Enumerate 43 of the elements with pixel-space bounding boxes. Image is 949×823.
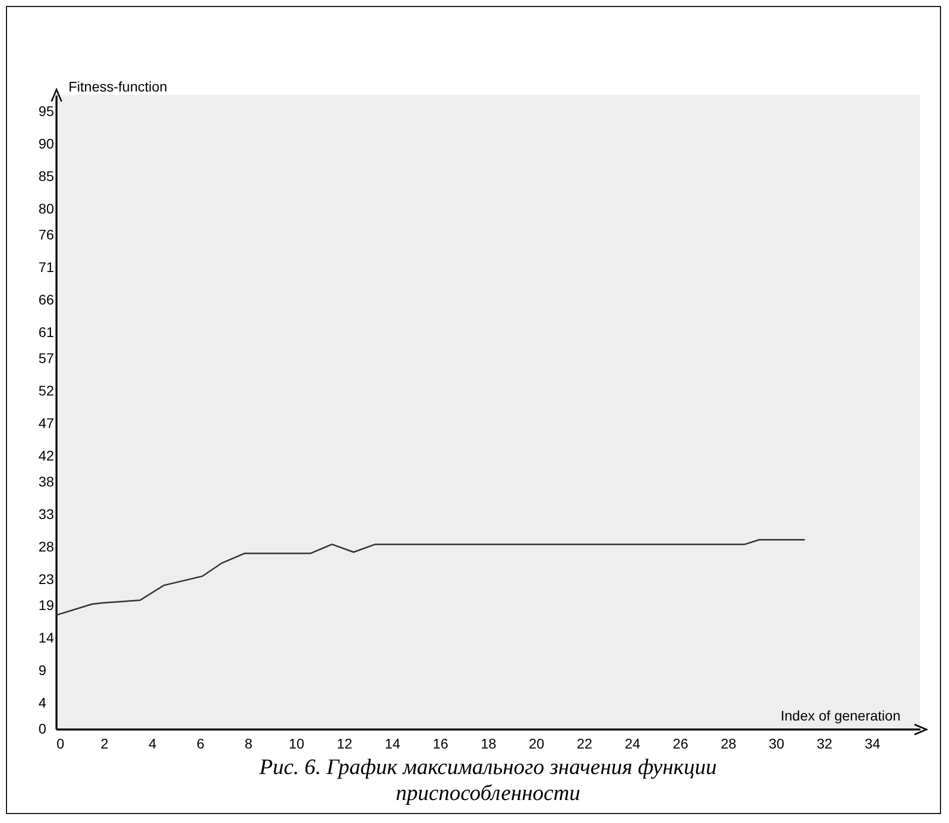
y-tick-label: 61 [38, 324, 54, 340]
x-tick-label: 34 [864, 736, 880, 752]
y-axis-title: Fitness-function [68, 78, 168, 94]
x-tick-label: 2 [100, 736, 109, 752]
x-tick-label: 18 [480, 736, 496, 752]
x-tick-label: 6 [196, 736, 205, 752]
x-tick-label: 20 [528, 736, 544, 752]
y-tick-label: 14 [38, 629, 54, 646]
y-tick-label: 80 [38, 200, 54, 216]
y-tick-label: 19 [38, 596, 54, 613]
x-tick-label: 24 [624, 736, 640, 752]
x-tick-label: 30 [768, 736, 784, 752]
y-tick-label: 9 [38, 662, 46, 678]
y-tick-label: 33 [38, 506, 54, 522]
x-tick-label: 10 [288, 736, 304, 752]
x-tick-label: 26 [672, 736, 688, 752]
x-tick-label: 14 [384, 736, 400, 752]
y-tick-label: 76 [38, 226, 54, 242]
y-tick-label: 4 [38, 694, 46, 710]
x-tick-label: 12 [336, 736, 352, 752]
y-tick-label: 0 [38, 720, 46, 736]
y-tick-label: 47 [38, 414, 54, 431]
y-tick-label: 90 [38, 135, 54, 152]
x-tick-label: 32 [816, 736, 832, 752]
y-tick-label: 71 [38, 258, 54, 275]
x-tick-label: 16 [432, 736, 448, 752]
x-axis-title: Index of generation [780, 708, 900, 724]
y-tick-label: 66 [38, 291, 54, 308]
x-tick-label: 22 [576, 736, 592, 752]
y-tick-label: 57 [38, 350, 54, 366]
x-tick-label: 28 [720, 736, 736, 752]
y-tick-label: 52 [38, 382, 54, 398]
line-series [55, 539, 806, 616]
text: Рис. 6. График максимального значения функции приспособленности [258, 754, 717, 805]
y-tick-label: 23 [38, 570, 54, 587]
y-tick-label: 38 [38, 473, 54, 490]
y-tick-label: 28 [38, 538, 54, 554]
x-tick-label: 8 [244, 736, 253, 752]
y-tick-label: 42 [38, 447, 54, 464]
y-tick-label: 95 [38, 102, 54, 119]
y-tick-label: 85 [38, 168, 54, 184]
x-tick-label: 4 [148, 736, 157, 752]
x-tick-label: 0 [56, 736, 64, 752]
